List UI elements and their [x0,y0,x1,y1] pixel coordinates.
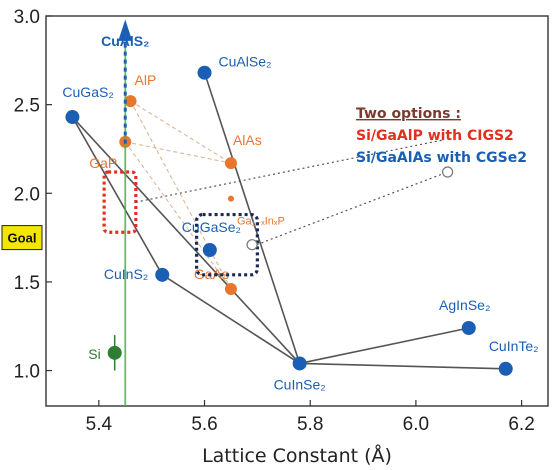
y-tick-label: 1.0 [14,362,40,383]
point-cualse2 [197,65,212,80]
solid-connector [299,362,506,370]
dashed-connector [130,100,232,164]
point-cuinte2 [498,361,513,376]
note-pointer [251,171,448,248]
point-cuinse2 [292,356,307,371]
label-aginse2: AgInSe₂ [439,297,490,313]
x-tick-label: 5.6 [191,414,217,435]
plot-area [45,15,549,407]
connector-lines [71,72,506,370]
point-alas [224,157,237,170]
plot-border [45,15,549,407]
cualS2-label: CuAlS₂ [101,33,149,49]
point-cuins2 [155,267,170,282]
label-cugas2: CuGaS₂ [62,84,113,100]
x-tick-label: 5.8 [297,414,323,435]
solid-connector [203,72,301,364]
dashed-connector [124,141,232,290]
point-gaas [224,283,237,295]
point-alp [124,95,137,108]
x-tick-label: 6.0 [403,414,429,435]
y-tick-label: 1.5 [14,273,40,294]
dashed-connector [125,141,232,164]
point-si [107,345,122,360]
x-tick-label: 5.4 [86,414,113,435]
label-cugase2: CuGaSe₂ [182,219,241,235]
pointer-endpoint [442,166,454,178]
point-gainp [227,195,234,202]
axes: 5.4 5.6 5.8 6.0 6.2 1.0 1.5 2.0 2.5 3.0 Lattice Co… [14,7,535,467]
pointer-endpoint [246,239,258,251]
label-cuinte2: CuInTe₂ [489,338,539,354]
solid-connector [71,116,301,364]
note-pointer [135,139,443,203]
data-points [65,65,513,376]
point-cugas2 [65,110,80,125]
point-aginse2 [461,321,476,335]
label-cuinse2: CuInSe₂ [274,376,326,392]
point-cugase2 [202,243,217,257]
y-tick-label: 2.5 [14,96,40,117]
goal-badge [1,225,43,251]
x-tick-label: 6.2 [508,414,534,435]
goal-label: Goal [8,231,37,246]
label-gap: GaP [89,155,117,171]
note-title: Two options : [356,106,461,122]
note-option-2: Si/GaAlAs with CGSe2 [356,150,527,166]
y-tick-label: 3.0 [14,7,40,28]
cualS2-arrow-head [118,19,133,41]
label-gainp: Ga₁₋ₓInₓP [237,216,285,228]
x-axis-title: Lattice Constant (Å) [202,444,392,467]
label-cualse2: CuAlSe₂ [219,54,272,70]
note-option-1: Si/GaAlP with CIGS2 [356,128,514,144]
label-si: Si [88,346,100,362]
label-alp: AlP [135,72,157,88]
dashed-connector [130,100,232,290]
y-tick-label: 2.0 [14,184,40,205]
label-alas: AlAs [233,132,262,148]
label-gaas: GaAs [194,266,229,282]
option2-box [195,212,259,277]
solid-connector [299,327,469,365]
annotations: Goal CuAlS₂ Two options : Si/GaAlP with CIG… [1,19,527,406]
